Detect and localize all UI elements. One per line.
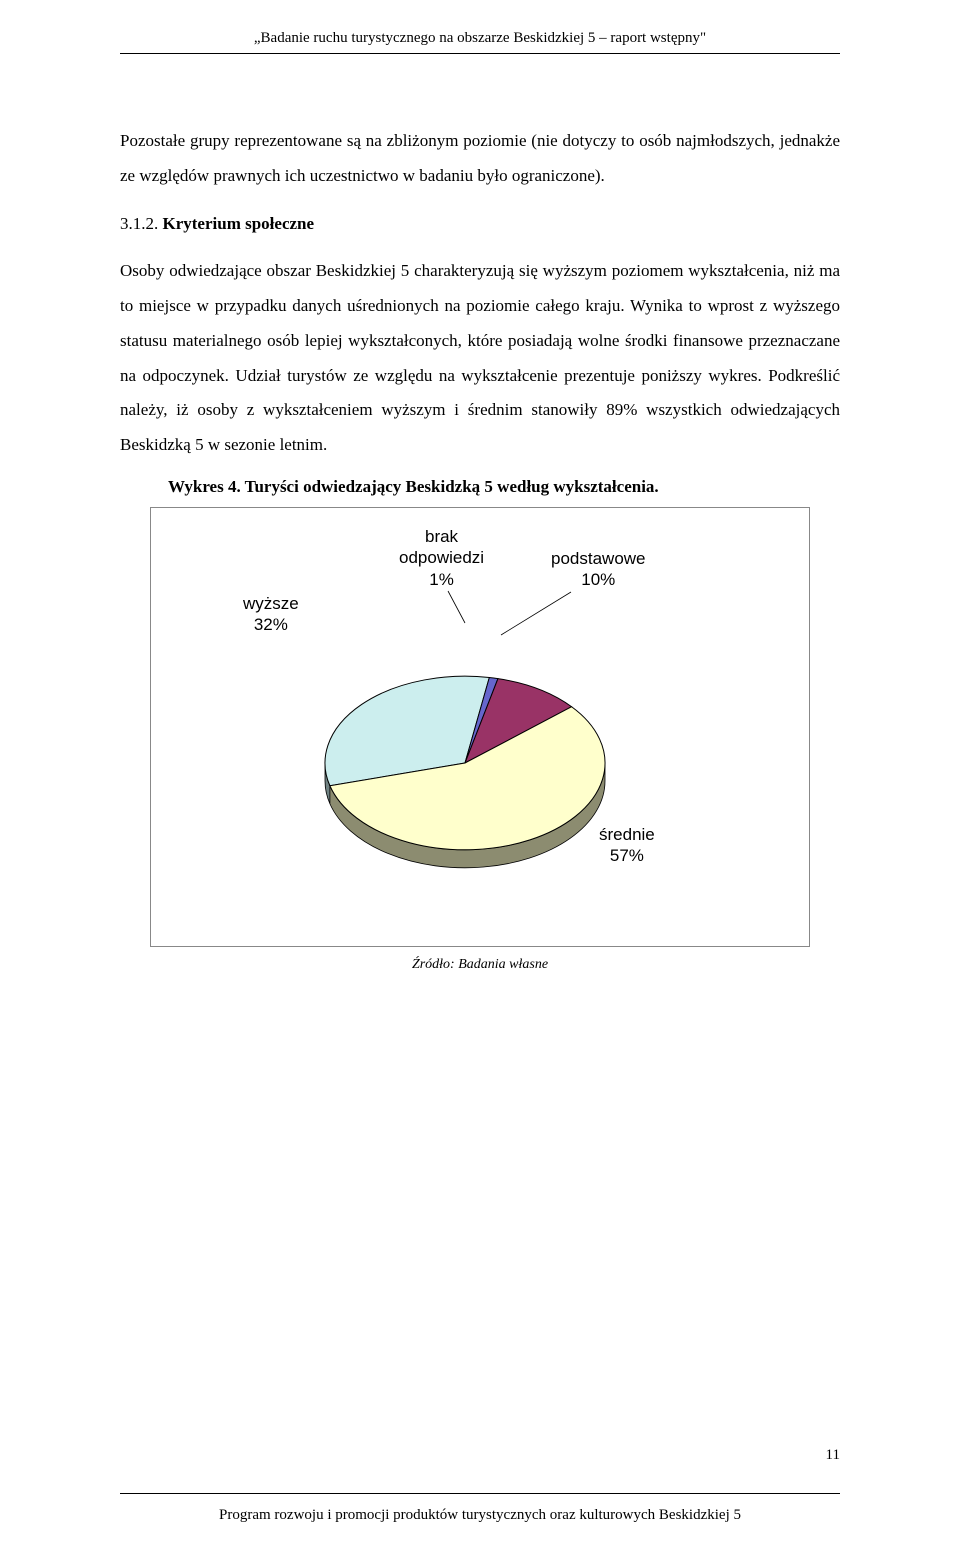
footer-text: Program rozwoju i promocji produktów tur…: [120, 1507, 840, 1524]
chart-source: Źródło: Badania własne: [120, 957, 840, 973]
leader-lines: [151, 508, 811, 948]
page-number: 11: [826, 1447, 840, 1464]
section-label: Kryterium społeczne: [163, 214, 315, 233]
section-heading: 3.1.2. Kryterium społeczne: [120, 208, 840, 240]
page-header-title: „Badanie ruchu turystycznego na obszarze…: [120, 30, 840, 47]
section-number: 3.1.2.: [120, 214, 158, 233]
paragraph-1: Pozostałe grupy reprezentowane są na zbl…: [120, 124, 840, 194]
paragraph-2: Osoby odwiedzające obszar Beskidzkiej 5 …: [120, 254, 840, 463]
header-rule: [120, 53, 840, 54]
footer-rule: [120, 1493, 840, 1494]
pie-chart-container: wyższe32%brakodpowiedzi1%podstawowe10%śr…: [150, 507, 810, 947]
chart-caption: Wykres 4. Turyści odwiedzający Beskidzką…: [120, 477, 840, 497]
